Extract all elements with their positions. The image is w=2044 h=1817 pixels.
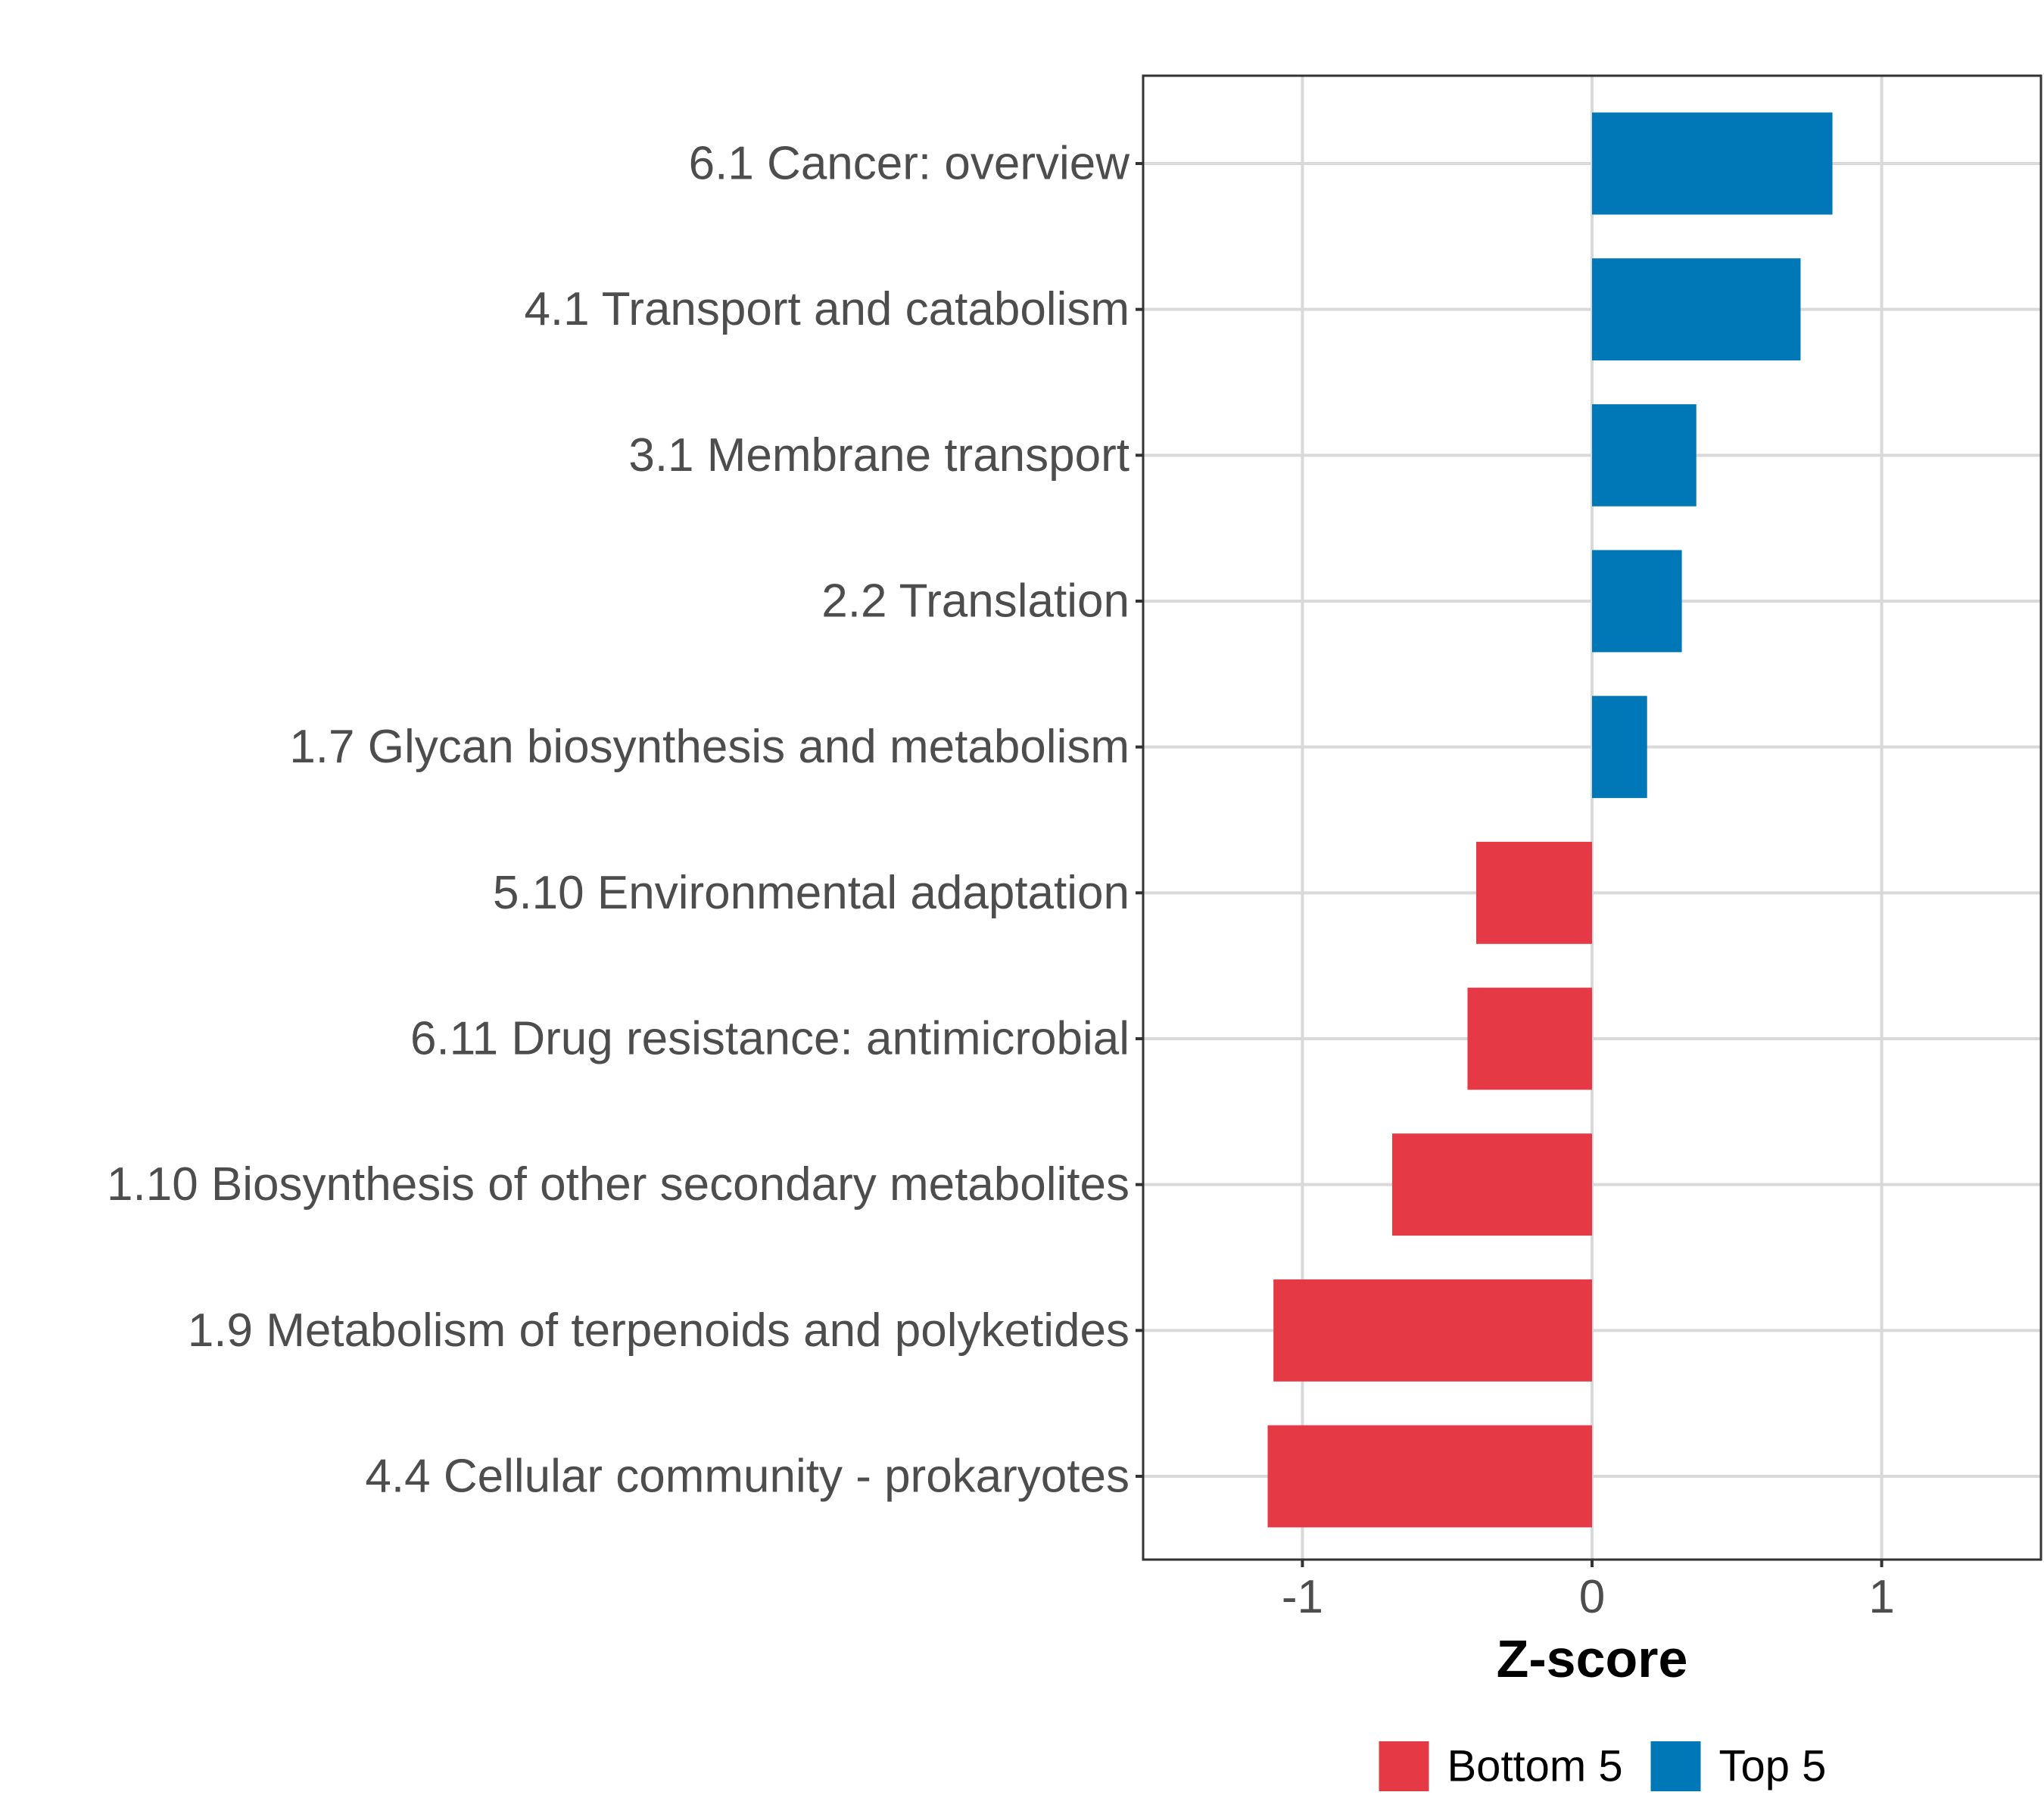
bar-5-10-environmental-adaptation	[1475, 841, 1592, 944]
y-tick-label: 1.7 Glycan biosynthesis and metabolism	[289, 721, 1129, 773]
bar-6-1-cancer-overview	[1592, 112, 1833, 215]
y-tick-label: 4.1 Transport and catabolism	[524, 283, 1129, 335]
bar-1-10-biosynthesis-of-other-secondary-metabolites	[1392, 1133, 1592, 1236]
legend-swatch-bottom-5	[1379, 1741, 1429, 1791]
y-tick-label: 2.2 Translation	[821, 575, 1129, 628]
x-tick-label: -1	[1282, 1571, 1323, 1623]
legend-swatch-top-5	[1650, 1741, 1701, 1791]
bar-4-1-transport-and-catabolism	[1592, 258, 1801, 361]
legend-label-bottom-5: Bottom 5	[1447, 1742, 1623, 1791]
bar-6-11-drug-resistance-antimicrobial	[1467, 987, 1592, 1090]
bars-layer	[1267, 112, 1833, 1528]
y-tick-label: 3.1 Membrane transport	[628, 429, 1129, 482]
y-tick-label: 4.4 Cellular community - prokaryotes	[365, 1451, 1129, 1503]
x-tick-label: 0	[1579, 1571, 1605, 1623]
x-axis-title: Z-score	[1497, 1629, 1688, 1688]
ticks-layer: 6.1 Cancer: overview 4.1 Transport and ca…	[107, 138, 1895, 1624]
y-tick-label: 6.1 Cancer: overview	[689, 138, 1130, 190]
bar-1-7-glycan-biosynthesis-and-metabolism	[1592, 696, 1647, 799]
bar-2-2-translation	[1592, 550, 1682, 653]
bar-4-4-cellular-community-prokaryotes	[1267, 1425, 1592, 1528]
y-tick-label: 1.10 Biosynthesis of other secondary met…	[107, 1158, 1129, 1211]
bar-1-9-metabolism-of-terpenoids-and-polyketides	[1273, 1279, 1592, 1382]
legend: Bottom 5 Top 5	[1379, 1741, 1827, 1791]
y-tick-label: 5.10 Environmental adaptation	[493, 867, 1129, 919]
y-tick-label: 1.9 Metabolism of terpenoids and polyket…	[188, 1304, 1129, 1357]
x-tick-label: 1	[1868, 1571, 1894, 1623]
y-tick-label: 6.11 Drug resistance: antimicrobial	[410, 1013, 1129, 1065]
legend-label-top-5: Top 5	[1719, 1742, 1827, 1791]
bar-3-1-membrane-transport	[1592, 404, 1697, 506]
